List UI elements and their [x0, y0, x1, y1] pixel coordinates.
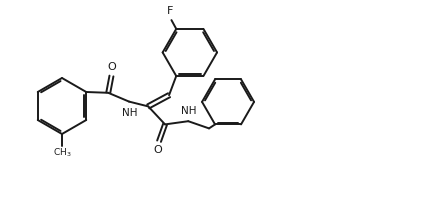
Text: O: O	[154, 145, 163, 155]
Text: F: F	[167, 6, 173, 16]
Text: NH: NH	[181, 106, 197, 116]
Text: CH$_3$: CH$_3$	[53, 147, 71, 159]
Text: O: O	[107, 62, 116, 72]
Text: NH: NH	[122, 108, 138, 118]
